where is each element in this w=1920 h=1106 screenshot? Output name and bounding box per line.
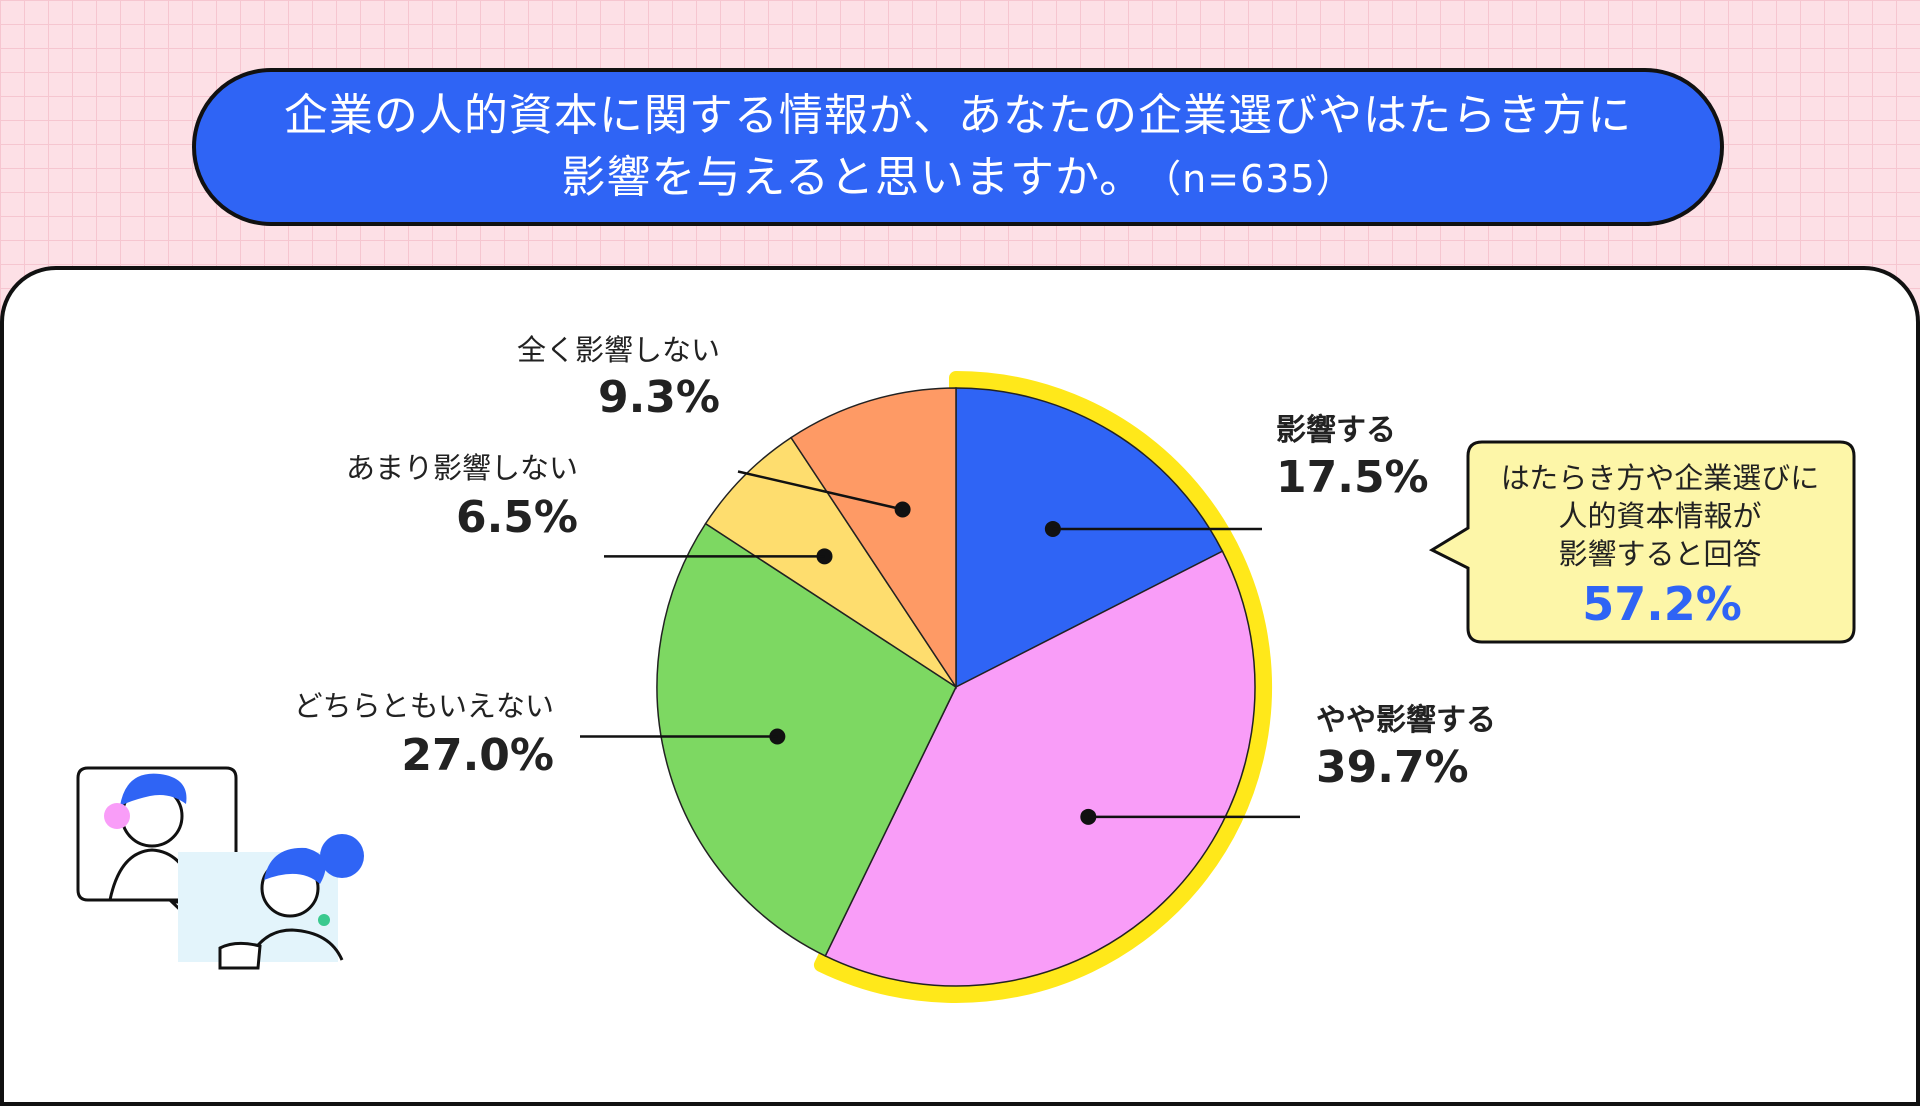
hair-bun-icon	[320, 834, 364, 878]
callout-value: 57.2%	[1582, 577, 1742, 631]
leader-line-4	[737, 470, 903, 511]
online-meeting-illustration	[76, 766, 364, 970]
callout-line-3: 影響すると回答	[1558, 537, 1761, 571]
pie-slice-2	[656, 522, 957, 957]
pie-slice-1	[824, 550, 1256, 987]
pie-slices	[656, 387, 1256, 987]
title-line-2: 影響を与えると思いますか。	[561, 151, 1145, 203]
value-slice-1: 39.7%	[1316, 742, 1469, 793]
hair-icon	[120, 773, 187, 806]
value-slice-2: 27.0%	[401, 730, 554, 781]
sample-size: （n=635）	[1162, 156, 1355, 201]
pie-slice-4	[790, 387, 957, 690]
value-slice-3: 6.5%	[456, 492, 578, 543]
pie-slice-3	[704, 436, 957, 688]
pie-chart: 影響する 17.5% やや影響する 39.7% どちらともいえない 27.0% …	[76, 333, 1856, 1003]
summary-callout: はたらき方や企業選びに 人的資本情報が 影響すると回答 57.2%	[1428, 440, 1856, 644]
hands-icon	[218, 941, 262, 970]
label-slice-4: 全く影響しない	[517, 333, 720, 367]
headset-icon	[104, 803, 130, 829]
label-slice-1: やや影響する	[1316, 703, 1496, 738]
callout-line-2: 人的資本情報が	[1558, 499, 1761, 533]
label-slice-0: 影響する	[1276, 413, 1396, 448]
chart-title: 企業の人的資本に関する情報が、あなたの企業選びやはたらき方に 影響を与えると思い…	[192, 68, 1724, 226]
earring-icon	[318, 914, 330, 926]
pie-slice-0	[955, 387, 1224, 689]
callout-line-1: はたらき方や企業選びに	[1501, 461, 1819, 495]
value-slice-4: 9.3%	[598, 372, 720, 423]
callout-bubble	[1428, 440, 1856, 644]
title-line-2-wrap: 影響を与えると思いますか。 （n=635）	[561, 147, 1354, 210]
hair-icon-2	[264, 847, 326, 884]
leader-lines	[580, 470, 1300, 825]
value-slice-0: 17.5%	[1276, 452, 1429, 503]
label-slice-3: あまり影響しない	[346, 451, 578, 485]
label-slice-2: どちらともいえない	[294, 689, 554, 723]
title-line-1: 企業の人的資本に関する情報が、あなたの企業選びやはたらき方に	[283, 89, 1633, 141]
